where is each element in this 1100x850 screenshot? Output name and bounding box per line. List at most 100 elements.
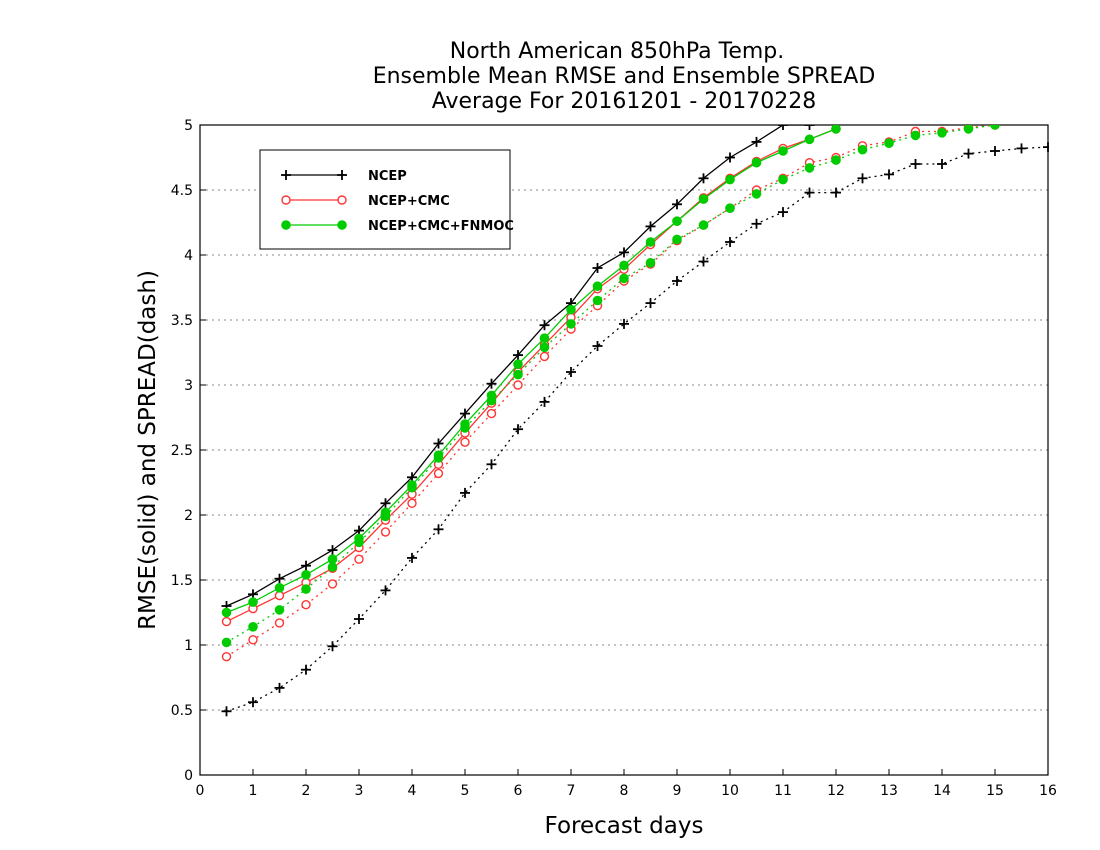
spread-ncep-point	[831, 187, 841, 198]
spread-ncep-cmc-fnmoc-point	[619, 273, 629, 284]
rmse-ncep-point	[380, 498, 391, 509]
spread-ncep-point	[698, 256, 709, 267]
spread-ncep-cmc-point	[354, 554, 364, 564]
spread-ncep-point	[592, 341, 603, 351]
legend-label-ncep: NCEP	[368, 169, 407, 184]
title-line-3: Average For 20161201 - 20170228	[432, 89, 817, 114]
spread-ncep-point	[884, 169, 894, 180]
spread-ncep-point	[619, 318, 629, 329]
rmse-ncep-cmc-fnmoc-point	[301, 570, 311, 580]
legend-marker-ncep-cmc	[337, 195, 347, 205]
legend-marker-ncep-cmc	[281, 195, 291, 205]
spread-ncep-point	[486, 459, 497, 470]
spread-ncep-cmc-fnmoc-point	[301, 584, 311, 594]
spread-ncep-cmc-fnmoc-point	[990, 125, 1000, 130]
x-tick-label: 14	[933, 783, 951, 799]
rmse-ncep-point	[513, 350, 523, 361]
spread-ncep-cmc-fnmoc-point	[963, 125, 974, 134]
spread-ncep-point	[221, 706, 232, 717]
rmse-ncep-cmc-fnmoc-point	[725, 174, 735, 185]
spread-ncep-cmc-fnmoc-point	[672, 234, 682, 245]
rmse-ncep-cmc-fnmoc-point	[486, 390, 497, 401]
y-tick-label: 2.5	[171, 443, 193, 459]
y-tick-label: 5	[184, 118, 193, 134]
spread-ncep-cmc-point	[221, 652, 232, 662]
spread-ncep-point	[513, 424, 523, 435]
rmse-ncep-point	[301, 560, 311, 571]
title-line-2: Ensemble Mean RMSE and Ensemble SPREAD	[373, 64, 876, 89]
spread-ncep-cmc-point	[274, 618, 285, 628]
rmse-ncep-cmc-fnmoc-point	[248, 597, 258, 607]
x-tick-label: 0	[196, 783, 205, 799]
x-tick-label: 3	[355, 783, 364, 799]
rmse-ncep-cmc-fnmoc-point	[354, 533, 364, 544]
spread-ncep-point	[990, 146, 1000, 156]
x-axis-title: Forecast days	[545, 813, 704, 839]
spread-ncep-point	[380, 585, 391, 596]
spread-ncep-point	[725, 237, 735, 247]
spread-ncep-cmc-fnmoc-point	[937, 128, 947, 138]
rmse-ncep-point	[672, 199, 682, 210]
rmse-ncep-cmc-point	[274, 590, 285, 601]
spread-ncep-point	[778, 207, 788, 218]
x-tick-label: 13	[880, 783, 898, 799]
y-tick-label: 1.5	[171, 573, 193, 589]
rmse-ncep-cmc-line	[226, 128, 837, 623]
rmse-ncep-point	[274, 573, 285, 584]
rmse-ncep-cmc-fnmoc-point	[221, 607, 232, 618]
axes: 00.511.522.533.544.550 1 2 3 4 5 6 7 8 9 10 11 12 13 1…	[171, 118, 1057, 799]
legend-label-ncep-cmc: NCEP+CMC	[368, 194, 450, 209]
rmse-ncep-cmc-fnmoc-line	[226, 128, 837, 614]
spread-ncep-cmc-point	[301, 600, 311, 610]
legend: NCEP NCEP+CMC NCEP+CMC+FNMOC	[259, 149, 514, 250]
y-tick-label: 4	[184, 248, 193, 264]
legend-marker-ncep-cmc-fnmoc	[281, 220, 291, 230]
spread-ncep-point	[539, 396, 550, 407]
spread-ncep-cmc-fnmoc-point	[804, 163, 815, 173]
y-tick-label: 0.5	[171, 703, 193, 719]
y-tick-label: 2	[184, 508, 193, 524]
rmse-ncep-point	[725, 152, 735, 163]
rmse-ncep-point	[327, 545, 338, 556]
rmse-ncep-cmc-fnmoc-point	[751, 157, 762, 168]
spread-ncep-point	[1016, 143, 1027, 154]
spread-ncep-cmc-point	[486, 408, 497, 419]
spread-ncep-point	[327, 641, 338, 652]
rmse-ncep-point	[460, 408, 470, 419]
rmse-ncep-point	[804, 125, 815, 130]
y-tick-label: 0	[184, 768, 193, 784]
spread-ncep-point	[937, 159, 947, 169]
rmse-ncep-point	[698, 173, 709, 184]
rmse-ncep-cmc-fnmoc-point	[619, 260, 629, 271]
rmse-ncep-cmc-fnmoc-point	[804, 134, 815, 145]
spread-ncep-cmc-fnmoc-point	[592, 295, 603, 306]
spread-ncep-cmc-fnmoc-point	[884, 138, 894, 148]
title-line-1: North American 850hPa Temp.	[450, 39, 785, 64]
spread-ncep-point	[645, 298, 656, 309]
rmse-ncep-point	[645, 221, 656, 232]
rmse-ncep-cmc-fnmoc-point	[831, 125, 841, 134]
rmse-ncep-point	[486, 378, 497, 389]
rmse-ncep-cmc-fnmoc-point	[433, 450, 444, 461]
y-axis-title: RMSE(solid) and SPREAD(dash)	[135, 270, 161, 630]
spread-ncep-cmc-fnmoc-point	[857, 144, 868, 155]
spread-ncep-cmc-fnmoc-line	[226, 125, 996, 643]
x-tick-label: 5	[461, 783, 470, 799]
rmse-ncep-cmc-point	[221, 616, 232, 627]
spread-ncep-point	[433, 524, 444, 535]
spread-ncep-cmc-fnmoc-point	[248, 622, 258, 632]
spread-ncep-cmc-point	[407, 498, 417, 508]
rmse-ncep-cmc-fnmoc-point	[566, 304, 576, 315]
rmse-ncep-point	[539, 320, 550, 331]
x-tick-label: 15	[986, 783, 1004, 799]
spread-ncep-point	[301, 664, 311, 675]
rmse-ncep-cmc-fnmoc-point	[380, 507, 391, 518]
spread-ncep-point	[910, 159, 921, 169]
spread-ncep-cmc-fnmoc-point	[831, 155, 841, 165]
y-tick-label: 3.5	[171, 313, 193, 329]
rmse-ncep-cmc-fnmoc-point	[698, 194, 709, 204]
spread-ncep-cmc-fnmoc-point	[645, 258, 656, 268]
x-tick-label: 12	[827, 783, 845, 799]
spread-ncep-cmc-fnmoc-point	[698, 220, 709, 230]
